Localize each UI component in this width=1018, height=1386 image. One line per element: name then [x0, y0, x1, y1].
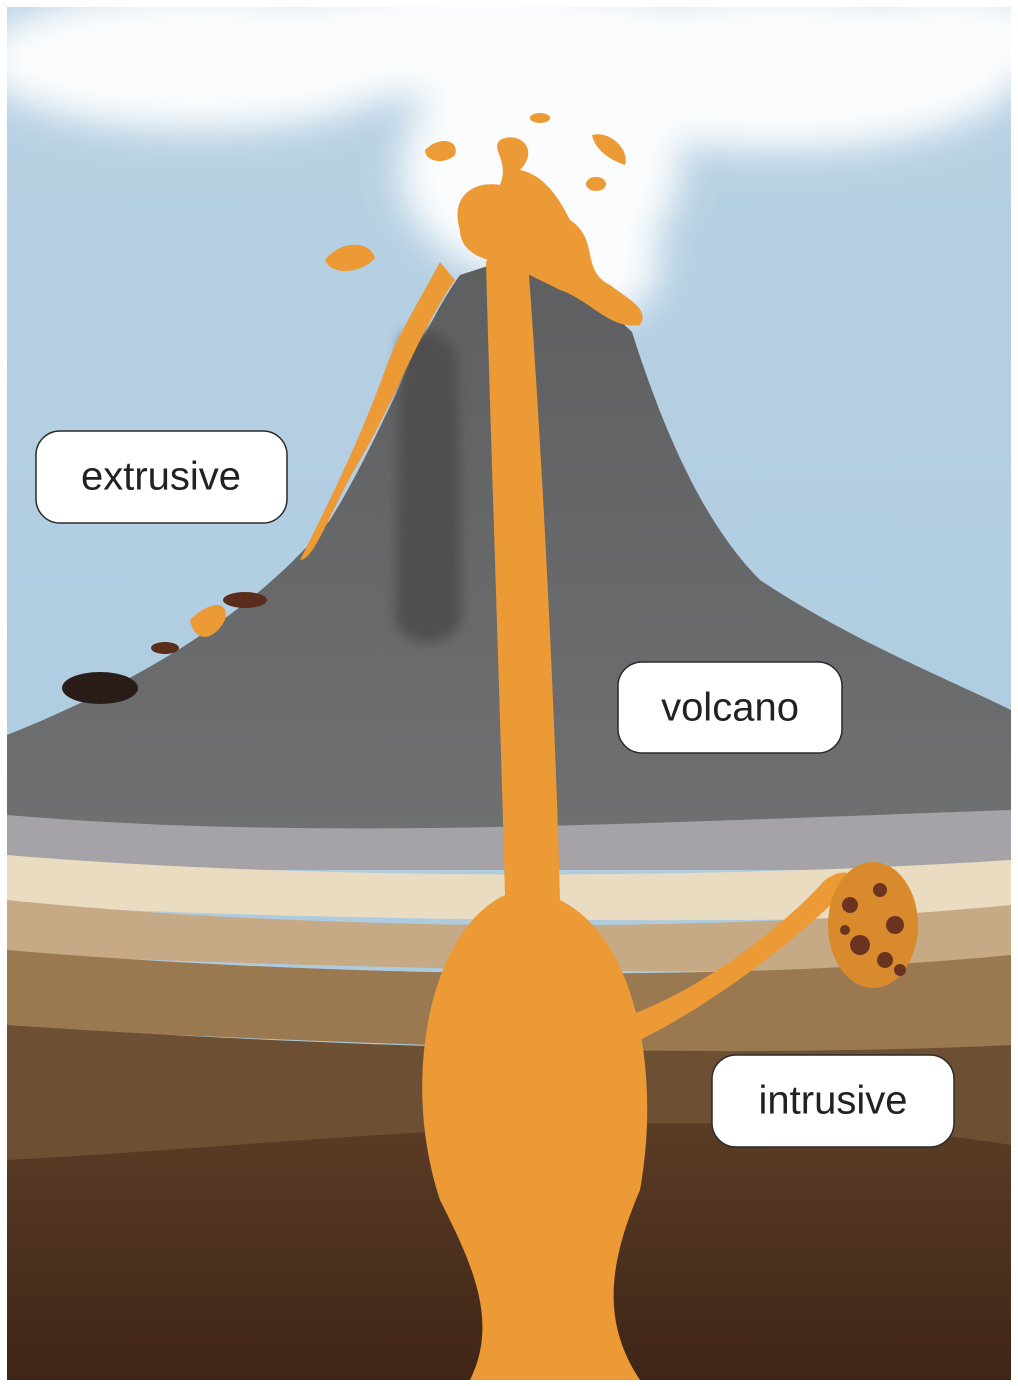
label-text: volcano: [661, 686, 799, 730]
label-text: intrusive: [759, 1079, 908, 1123]
label-text: extrusive: [81, 455, 241, 499]
volcano-diagram: extrusive volcano intrusive: [0, 0, 1018, 1386]
label-intrusive: intrusive: [712, 1055, 954, 1147]
label-extrusive: extrusive: [36, 431, 287, 523]
illustration: [0, 0, 1018, 1380]
page: {"labels": [ {"text": "extrusive"}, {"te…: [0, 0, 1018, 1386]
cone-streak: [395, 330, 462, 643]
label-volcano: volcano: [618, 662, 842, 753]
